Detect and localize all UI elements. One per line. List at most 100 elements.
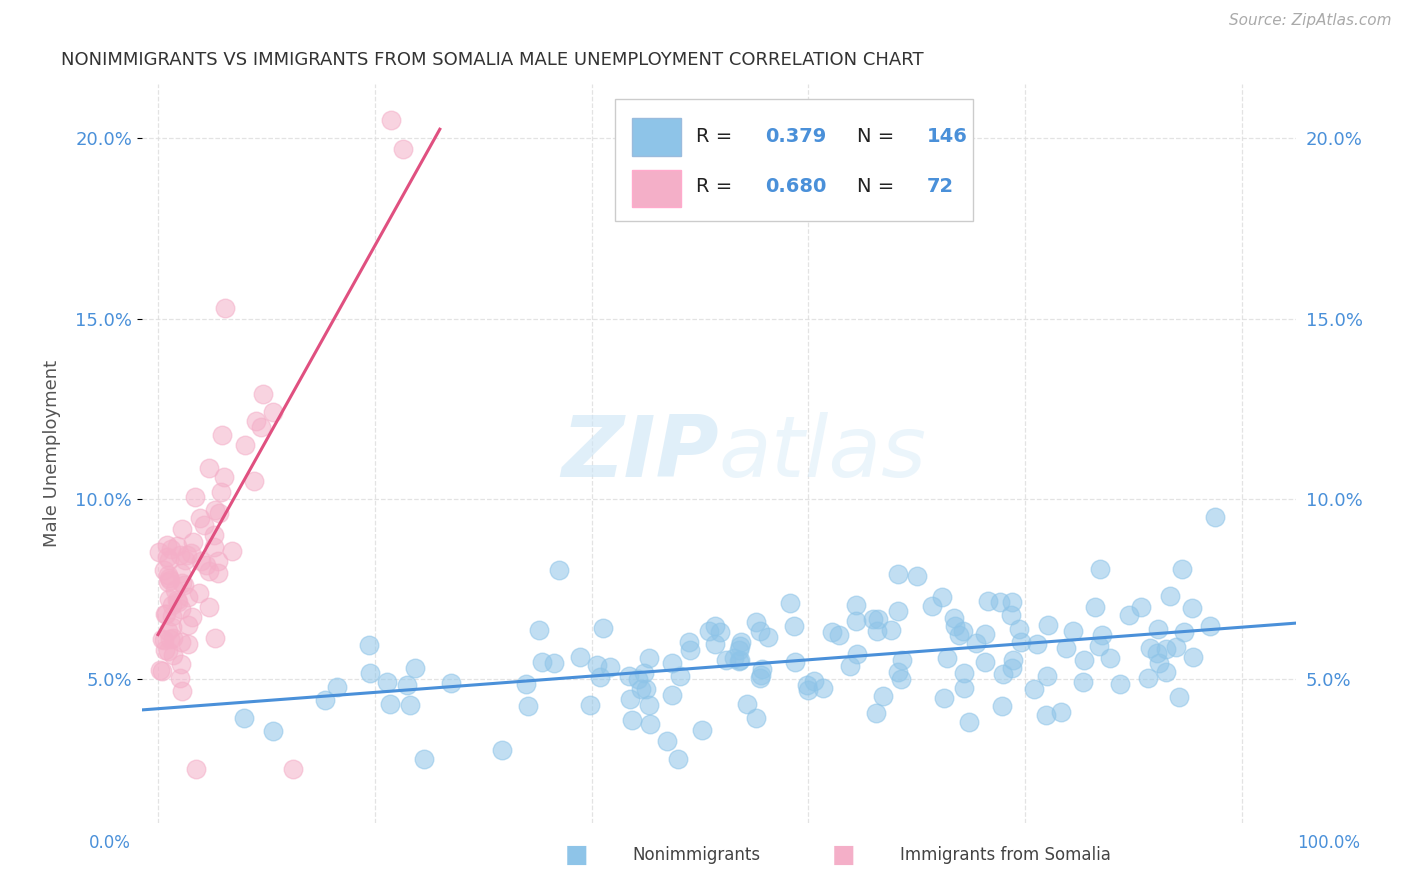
Point bbox=[661, 688, 683, 702]
Point bbox=[204, 631, 226, 645]
Point bbox=[173, 578, 195, 592]
Point bbox=[1008, 622, 1031, 636]
Point bbox=[1049, 705, 1071, 719]
Point bbox=[252, 387, 274, 401]
Point bbox=[242, 475, 264, 489]
Point bbox=[1181, 650, 1204, 665]
Point bbox=[637, 698, 659, 712]
Point bbox=[378, 697, 401, 711]
Point bbox=[745, 710, 768, 724]
Point bbox=[1000, 661, 1022, 675]
Point bbox=[198, 461, 221, 475]
Point bbox=[704, 618, 727, 632]
Text: R =: R = bbox=[696, 178, 738, 196]
Text: 0.379: 0.379 bbox=[765, 127, 827, 146]
Point bbox=[1010, 635, 1032, 649]
Point bbox=[953, 665, 976, 680]
Point bbox=[668, 669, 690, 683]
Point bbox=[162, 648, 184, 662]
Text: ZIP: ZIP bbox=[561, 412, 718, 495]
Point bbox=[283, 763, 305, 777]
Point bbox=[827, 628, 849, 642]
Point bbox=[619, 692, 641, 706]
Point bbox=[530, 656, 553, 670]
Text: ■: ■ bbox=[565, 843, 588, 866]
Point bbox=[184, 490, 207, 504]
Point bbox=[149, 663, 172, 677]
Point bbox=[181, 610, 204, 624]
Point bbox=[167, 594, 190, 608]
Point bbox=[1108, 677, 1130, 691]
Point bbox=[627, 672, 650, 686]
Point bbox=[1024, 682, 1046, 697]
Point bbox=[921, 599, 943, 614]
Point bbox=[209, 485, 232, 500]
Point bbox=[177, 590, 200, 604]
Point bbox=[1073, 653, 1095, 667]
Point bbox=[751, 662, 773, 676]
Point bbox=[1159, 589, 1181, 603]
Point bbox=[193, 518, 215, 533]
Point bbox=[779, 596, 801, 610]
Point bbox=[1000, 607, 1022, 622]
Point bbox=[1062, 624, 1084, 638]
Point bbox=[1035, 708, 1057, 723]
Point bbox=[392, 142, 415, 156]
Point bbox=[886, 665, 908, 679]
Point bbox=[679, 643, 702, 657]
Point bbox=[221, 544, 243, 558]
Point bbox=[1090, 562, 1112, 576]
Point bbox=[592, 622, 614, 636]
Point bbox=[202, 528, 225, 542]
Point bbox=[204, 503, 226, 517]
Point bbox=[198, 564, 221, 578]
Point bbox=[157, 624, 180, 639]
Point bbox=[180, 546, 202, 560]
Text: Source: ZipAtlas.com: Source: ZipAtlas.com bbox=[1229, 13, 1392, 29]
Point bbox=[174, 553, 197, 567]
Point bbox=[965, 635, 987, 649]
Point bbox=[735, 698, 758, 712]
Point bbox=[190, 554, 212, 568]
Point bbox=[169, 671, 191, 685]
Point bbox=[934, 691, 956, 706]
Point bbox=[811, 681, 834, 695]
Text: Immigrants from Somalia: Immigrants from Somalia bbox=[900, 846, 1111, 863]
Point bbox=[207, 566, 229, 581]
Point bbox=[1036, 668, 1059, 682]
Point bbox=[517, 698, 540, 713]
Point bbox=[157, 552, 180, 566]
Point bbox=[783, 655, 806, 669]
Text: NONIMMIGRANTS VS IMMIGRANTS FROM SOMALIA MALE UNEMPLOYMENT CORRELATION CHART: NONIMMIGRANTS VS IMMIGRANTS FROM SOMALIA… bbox=[60, 51, 924, 69]
Point bbox=[589, 670, 612, 684]
Point bbox=[728, 654, 751, 668]
Point bbox=[730, 635, 752, 649]
Point bbox=[1001, 653, 1024, 667]
Point bbox=[170, 657, 193, 671]
Point bbox=[728, 643, 751, 657]
Point bbox=[703, 637, 725, 651]
Point bbox=[155, 607, 177, 621]
Point bbox=[749, 671, 772, 685]
Point bbox=[661, 657, 683, 671]
Point bbox=[170, 684, 193, 698]
Point bbox=[1146, 646, 1168, 660]
Point bbox=[150, 664, 173, 678]
Point bbox=[156, 538, 179, 552]
Point bbox=[1071, 675, 1094, 690]
Point bbox=[159, 632, 181, 646]
Point bbox=[1156, 642, 1178, 657]
Point bbox=[846, 648, 869, 662]
Point bbox=[159, 573, 181, 587]
Point bbox=[880, 623, 903, 637]
Point bbox=[666, 751, 689, 765]
Point bbox=[749, 624, 772, 639]
Point bbox=[314, 693, 336, 707]
Point bbox=[952, 624, 974, 638]
FancyBboxPatch shape bbox=[614, 99, 973, 221]
Point bbox=[153, 607, 176, 622]
Point bbox=[148, 545, 170, 559]
Point bbox=[211, 428, 233, 442]
Point bbox=[198, 599, 221, 614]
Point bbox=[250, 419, 273, 434]
